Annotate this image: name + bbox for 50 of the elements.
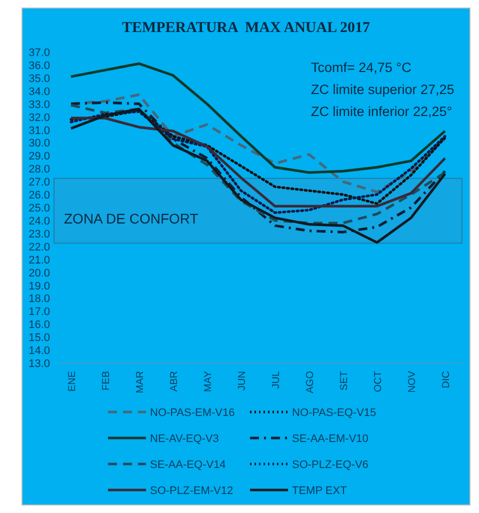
legend-label: SO-PLZ-EM-V12 bbox=[150, 485, 234, 497]
band-label: ZONA DE CONFORT bbox=[64, 210, 199, 226]
y-tick-label: 32.0 bbox=[28, 112, 50, 124]
x-tick-label: DIC bbox=[441, 371, 452, 388]
x-tick-label: ABR bbox=[169, 371, 180, 392]
legend-label: TEMP EXT bbox=[292, 485, 348, 497]
y-tick-label: 17.0 bbox=[28, 306, 50, 318]
y-tick-label: 36.0 bbox=[28, 60, 50, 72]
y-tick-label: 16.0 bbox=[28, 319, 50, 332]
x-tick-label: SET bbox=[339, 371, 350, 390]
y-tick-label: 19.0 bbox=[28, 280, 50, 292]
x-tick-label: AGO bbox=[305, 370, 316, 394]
legend-label: SO-PLZ-EQ-V6 bbox=[292, 459, 368, 471]
chart-title: TEMPERATURA MAX ANUAL 2017 bbox=[122, 20, 371, 36]
y-tick-label: 14.0 bbox=[28, 345, 50, 358]
x-tick-label: JUL bbox=[271, 370, 282, 389]
annotation: ZC limite inferior 22,25° bbox=[311, 104, 452, 119]
legend-label: SE-AA-EM-V10 bbox=[292, 433, 368, 445]
x-tick-label: NOV bbox=[407, 370, 418, 393]
y-tick-label: 15.0 bbox=[28, 332, 50, 344]
y-tick-label: 22.0 bbox=[28, 241, 50, 254]
annotation: ZC limite superior 27,25 bbox=[311, 82, 454, 97]
x-tick-label: MAR bbox=[135, 371, 146, 394]
y-tick-label: 26.0 bbox=[28, 190, 50, 202]
y-tick-label: 13.0 bbox=[28, 358, 50, 370]
y-tick-label: 23.0 bbox=[28, 228, 50, 240]
legend-label: SE-AA-EQ-V14 bbox=[150, 459, 226, 471]
y-tick-label: 24.0 bbox=[28, 215, 50, 228]
y-tick-label: 31.0 bbox=[28, 124, 50, 137]
x-tick-label: ENE bbox=[67, 370, 78, 392]
x-tick-label: MAY bbox=[203, 370, 214, 392]
y-tick-label: 35.0 bbox=[28, 72, 50, 85]
annotation: Tcomf= 24,75 °C bbox=[311, 60, 412, 75]
legend-label: NO-PAS-EQ-V15 bbox=[292, 407, 376, 419]
y-tick-label: 33.0 bbox=[28, 98, 50, 111]
y-tick-label: 34.0 bbox=[28, 86, 50, 98]
y-tick-label: 30.0 bbox=[28, 138, 50, 150]
y-tick-label: 28.0 bbox=[28, 164, 50, 176]
y-tick-label: 18.0 bbox=[28, 293, 50, 306]
y-tick-label: 25.0 bbox=[28, 202, 50, 214]
y-tick-label: 27.0 bbox=[28, 176, 50, 189]
legend-label: NE-AV-EQ-V3 bbox=[150, 433, 219, 445]
x-tick-label: OCT bbox=[373, 371, 384, 392]
y-tick-label: 37.0 bbox=[28, 47, 50, 59]
y-tick-label: 29.0 bbox=[28, 150, 50, 163]
x-tick-label: FEB bbox=[101, 370, 112, 390]
y-tick-label: 21.0 bbox=[28, 254, 50, 266]
legend-label: NO-PAS-EM-V16 bbox=[150, 407, 235, 419]
x-tick-label: JUN bbox=[237, 371, 248, 390]
y-tick-label: 20.0 bbox=[28, 267, 50, 280]
